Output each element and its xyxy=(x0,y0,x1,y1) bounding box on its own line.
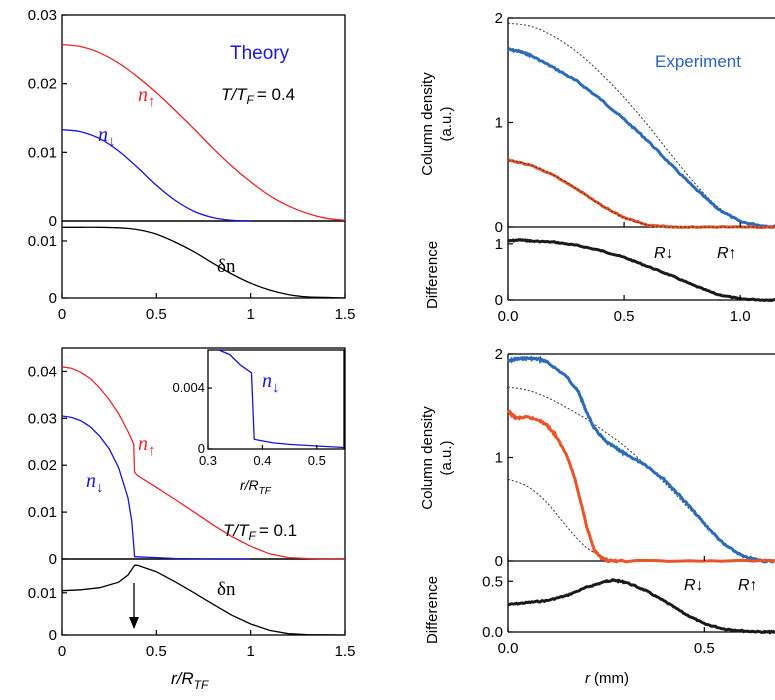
x-tick-label: 1.5 xyxy=(335,306,356,323)
theory-top-diff-frame xyxy=(61,220,346,299)
exp-bottom-au-label: (a.u.) xyxy=(438,440,455,475)
y-tick-label: 1 xyxy=(495,115,503,132)
exp-top-difference-line xyxy=(508,237,775,303)
y-tick-label: 0 xyxy=(49,213,57,230)
theory-bottom-n-up-label: n↑ xyxy=(138,433,156,459)
x-tick-label: 1.5 xyxy=(335,643,356,660)
y-tick-label: 1 xyxy=(495,236,503,253)
x-tick-label: 1 xyxy=(246,306,254,323)
theory-bottom-delta-n-label: δn xyxy=(217,579,236,600)
theory-top-temperature-label: T/TF = 0.4 xyxy=(221,85,295,107)
y-tick-label: 0 xyxy=(49,551,57,568)
exp-bottom-r-up-label: R↑ xyxy=(738,577,758,594)
exp-bottom-difference-line xyxy=(507,577,775,635)
exp-bottom-column-density-label: Column density xyxy=(419,406,436,510)
y-tick-label: 0.01 xyxy=(28,233,57,250)
inset-y-tick-label: 0.004 xyxy=(172,380,205,395)
theory-top-panel: Theory T/TF = 0.4 n↑ n↓ δn 0.010.020.0300… xyxy=(28,7,356,323)
exp-top-fit-minority-line xyxy=(507,159,775,228)
theory-top-n-down-line xyxy=(61,129,251,222)
inset-x-tick-label: 0.3 xyxy=(199,453,217,468)
y-tick-label: 2 xyxy=(495,346,503,363)
y-tick-label: 0.02 xyxy=(28,457,57,474)
experiment-title: Experiment xyxy=(655,52,741,71)
theory-bottom-panel: n↓ r/RTF T/TF = 0.1 n↑ n↓ δn r/RTF 00.010… xyxy=(28,347,356,692)
theory-top-n-down-label: n↓ xyxy=(98,124,116,150)
exp-bottom-fit-majority-line xyxy=(507,386,775,562)
theory-top-n-up-line xyxy=(61,43,346,221)
theory-inset-n-down-line xyxy=(218,349,345,449)
experiment-top-panel: Experiment R↓ R↑ Column density (a.u.) D… xyxy=(419,10,775,325)
experiment-bottom-panel: R↓ R↑ Column density (a.u.) Difference r… xyxy=(419,346,775,687)
exp-top-r-up-label: R↑ xyxy=(717,245,737,262)
exp-top-au-label: (a.u.) xyxy=(438,106,455,141)
theory-inset-frame xyxy=(207,349,345,450)
x-tick-label: 0.5 xyxy=(694,640,715,657)
y-tick-label: 0 xyxy=(49,290,57,307)
y-tick-label: 0 xyxy=(495,292,503,309)
theory-x-axis-label: r/RTF xyxy=(171,669,209,692)
theory-bottom-n-down-line xyxy=(61,415,251,560)
exp-bottom-fit-minority-line xyxy=(507,478,646,562)
x-tick-label: 0 xyxy=(58,643,66,660)
theory-top-delta-n-label: δn xyxy=(217,256,236,277)
inset-x-tick-label: 0.4 xyxy=(253,453,271,468)
exp-bottom-r-down-label: R↓ xyxy=(684,577,704,594)
y-tick-label: 0 xyxy=(495,219,503,236)
y-tick-label: 0.01 xyxy=(28,144,57,161)
x-tick-label: 0.5 xyxy=(146,306,167,323)
exp-top-majority-line xyxy=(507,47,775,230)
transition-arrow-icon xyxy=(129,583,139,629)
theory-top-delta-n-line xyxy=(62,226,346,299)
theory-inset-n-down-label: n↓ xyxy=(262,370,280,396)
y-tick-label: 1 xyxy=(495,450,503,467)
theory-bottom-ticks: 0 0.01 0.02 0.03 0.04 0 0.01 0 0.5 1 1.5 0.3 0.4 0.5 0… xyxy=(28,363,356,660)
y-tick-label: 0 xyxy=(49,627,57,644)
y-tick-label: 0 xyxy=(495,553,503,570)
x-tick-label: 0.5 xyxy=(614,308,635,325)
theory-bottom-diff-frame xyxy=(61,558,346,636)
y-tick-label: 2 xyxy=(495,10,503,27)
y-tick-label: 0.02 xyxy=(28,76,57,93)
y-tick-label: 0.03 xyxy=(28,7,57,24)
exp-bottom-ticks: 0 1 2 0.0 0.5 0.0 0.5 xyxy=(482,346,715,657)
theory-top-n-up-label: n↑ xyxy=(138,84,156,110)
inset-x-tick-label: 0.5 xyxy=(308,453,326,468)
theory-title: Theory xyxy=(230,43,290,64)
x-tick-label: 1.0 xyxy=(730,308,751,325)
x-tick-label: 0.0 xyxy=(498,308,519,325)
exp-top-r-down-label: R↓ xyxy=(654,245,674,262)
exp-bottom-minority-line xyxy=(506,409,775,564)
theory-top-main-frame xyxy=(61,14,346,222)
x-tick-label: 0.5 xyxy=(146,643,167,660)
y-tick-label: 0.01 xyxy=(28,504,57,521)
inset-y-tick-label: 0 xyxy=(198,441,205,456)
y-tick-label: 0.01 xyxy=(28,585,57,602)
theory-bottom-temperature-label: T/TF = 0.1 xyxy=(223,521,297,543)
exp-bottom-difference-label: Difference xyxy=(424,576,441,644)
x-tick-label: 0 xyxy=(58,306,66,323)
exp-bottom-majority-line xyxy=(507,355,775,564)
theory-bottom-n-down-label: n↓ xyxy=(86,470,104,496)
y-tick-label: 0.03 xyxy=(28,410,57,427)
x-tick-label: 1 xyxy=(246,643,254,660)
theory-inset-x-label: r/RTF xyxy=(240,477,272,497)
exp-x-axis-label: r (mm) xyxy=(585,670,629,687)
y-tick-label: 0.0 xyxy=(482,624,503,641)
y-tick-label: 0.04 xyxy=(28,363,57,380)
x-tick-label: 0.0 xyxy=(498,640,519,657)
theory-bottom-n-up-line xyxy=(61,366,345,560)
exp-top-column-density-label: Column density xyxy=(419,72,436,176)
theory-bottom-delta-n-line xyxy=(61,564,346,636)
exp-top-difference-label: Difference xyxy=(424,241,441,309)
y-tick-label: 0.5 xyxy=(482,573,503,590)
